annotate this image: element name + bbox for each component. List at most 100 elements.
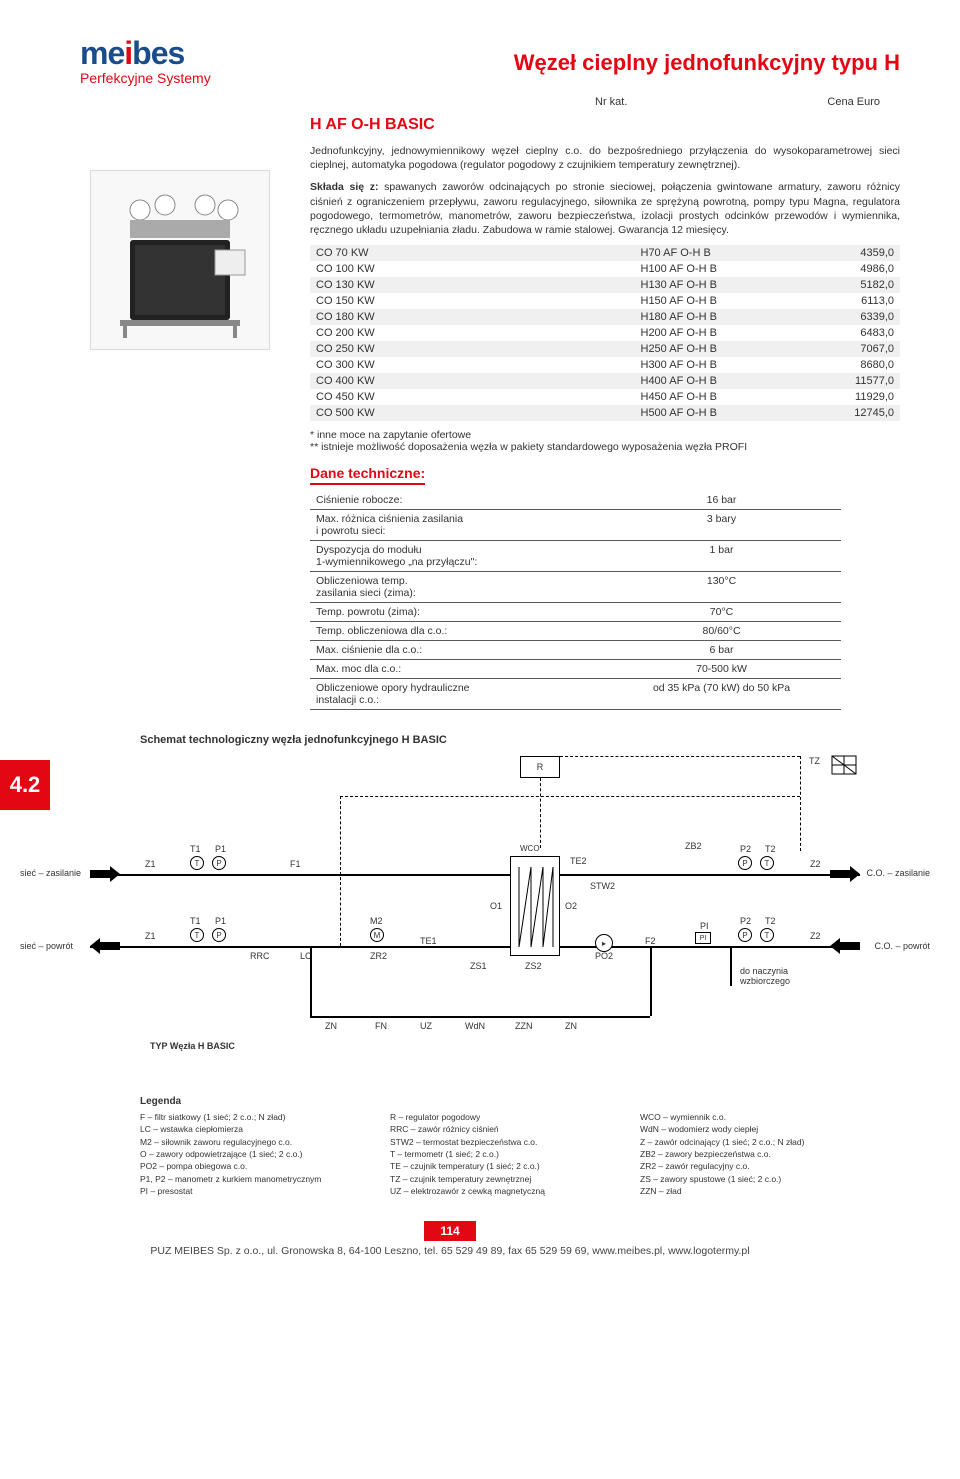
lbl-ZS1: ZS1: [470, 961, 487, 971]
price-val: 11577,0: [812, 373, 901, 389]
price-code: H300 AF O-H B: [635, 357, 812, 373]
lbl-co-powrot: C.O. – powrót: [874, 941, 930, 951]
lbl-FN: FN: [375, 1021, 387, 1031]
tech-key: Ciśnienie robocze:: [310, 491, 602, 510]
lbl-O1: O1: [490, 901, 502, 911]
sym-T2: T: [190, 928, 204, 942]
tech-key: Max. moc dla c.o.:: [310, 660, 602, 679]
price-code: H70 AF O-H B: [635, 245, 812, 261]
lbl-P2b: P2: [740, 916, 751, 926]
legend-line: STW2 – termostat bezpieczeństwa c.o.: [390, 1136, 610, 1148]
lbl-RRC: RRC: [250, 951, 270, 961]
lbl-Z1a: Z1: [145, 859, 156, 869]
lbl-P2a: P2: [740, 844, 751, 854]
tech-val: 70-500 kW: [602, 660, 841, 679]
table-row: Obliczeniowa temp. zasilania sieci (zima…: [310, 572, 841, 603]
legend-col-1: F – filtr siatkowy (1 sieć; 2 c.o.; N zł…: [140, 1111, 360, 1197]
sym-T: T: [190, 856, 204, 870]
sch-R: R: [520, 756, 560, 778]
product-image: [90, 170, 270, 350]
lbl-ZNa: ZN: [325, 1021, 337, 1031]
tech-val: od 35 kPa (70 kW) do 50 kPa: [602, 679, 841, 710]
legend-line: Z – zawór odcinający (1 sieć; 2 c.o.; N …: [640, 1136, 860, 1148]
lbl-P1a: P1: [215, 844, 226, 854]
tech-val: 3 bary: [602, 510, 841, 541]
price-val: 4986,0: [812, 261, 901, 277]
table-row: CO 500 KWH500 AF O-H B12745,0: [310, 405, 900, 421]
tech-key: Max. ciśnienie dla c.o.:: [310, 641, 602, 660]
tech-title: Dane techniczne:: [310, 465, 425, 485]
lbl-naczynia: do naczynia wzbiorczego: [740, 966, 790, 986]
table-row: Dyspozycja do modułu 1-wymiennikowego „n…: [310, 541, 841, 572]
lbl-T2a: T2: [765, 844, 776, 854]
sym-P2: P: [212, 928, 226, 942]
lbl-M2: M2: [370, 916, 383, 926]
table-row: CO 130 KWH130 AF O-H B5182,0: [310, 277, 900, 293]
price-val: 8680,0: [812, 357, 901, 373]
tech-val: 1 bar: [602, 541, 841, 572]
price-name: CO 250 KW: [310, 341, 635, 357]
legend-col-3: WCO – wymiennik c.o.WdN – wodomierz wody…: [640, 1111, 860, 1197]
price-val: 6113,0: [812, 293, 901, 309]
table-row: CO 70 KWH70 AF O-H B4359,0: [310, 245, 900, 261]
lbl-TE2: TE2: [570, 856, 587, 866]
lbl-Z2b: Z2: [810, 931, 821, 941]
price-val: 7067,0: [812, 341, 901, 357]
legend-line: UZ – elektrozawór z cewką magnetyczną: [390, 1185, 610, 1197]
price-code: H450 AF O-H B: [635, 389, 812, 405]
legend-line: TE – czujnik temperatury (1 sieć; 2 c.o.…: [390, 1160, 610, 1172]
brand-logo: meibes Perfekcyjne Systemy: [80, 35, 211, 86]
price-name: CO 300 KW: [310, 357, 635, 373]
price-table: CO 70 KWH70 AF O-H B4359,0CO 100 KWH100 …: [310, 245, 900, 421]
lbl-STW2: STW2: [590, 881, 615, 891]
lbl-PI: PI: [700, 921, 709, 931]
section-title: H AF O-H BASIC: [310, 116, 900, 134]
intro-paragraph-2: Składa się z: spawanych zaworów odcinają…: [310, 180, 900, 237]
price-val: 6483,0: [812, 325, 901, 341]
legend: Legenda F – filtr siatkowy (1 sieć; 2 c.…: [140, 1096, 860, 1197]
legend-line: PI – presostat: [140, 1185, 360, 1197]
sym-Pr2: P: [738, 928, 752, 942]
table-row: CO 450 KWH450 AF O-H B11929,0: [310, 389, 900, 405]
legend-line: ZR2 – zawór regulacyjny c.o.: [640, 1160, 860, 1172]
lbl-ZNb: ZN: [565, 1021, 577, 1031]
price-name: CO 450 KW: [310, 389, 635, 405]
lbl-PO2: PO2: [595, 951, 613, 961]
lbl-T1b: T1: [190, 916, 201, 926]
table-row: Temp. powrotu (zima):70°C: [310, 603, 841, 622]
table-row: CO 250 KWH250 AF O-H B7067,0: [310, 341, 900, 357]
tech-val: 130°C: [602, 572, 841, 603]
legend-line: RRC – zawór różnicy ciśnień: [390, 1123, 610, 1135]
legend-line: M2 – siłownik zaworu regulacyjnego c.o.: [140, 1136, 360, 1148]
lbl-typ: TYP Węzła H BASIC: [150, 1041, 235, 1051]
table-row: Temp. obliczeniowa dla c.o.:80/60°C: [310, 622, 841, 641]
page-number: 114: [424, 1221, 475, 1241]
lbl-O2: O2: [565, 901, 577, 911]
lbl-WdN: WdN: [465, 1021, 485, 1031]
lbl-Z1b: Z1: [145, 931, 156, 941]
sch-TZ: TZ: [809, 756, 820, 766]
lbl-Z2a: Z2: [810, 859, 821, 869]
tech-key: Obliczeniowe opory hydrauliczne instalac…: [310, 679, 602, 710]
table-row: CO 400 KWH400 AF O-H B11577,0: [310, 373, 900, 389]
price-name: CO 400 KW: [310, 373, 635, 389]
lbl-T1a: T1: [190, 844, 201, 854]
tech-key: Dyspozycja do modułu 1-wymiennikowego „n…: [310, 541, 602, 572]
schema-title: Schemat technologiczny węzła jednofunkcy…: [140, 734, 900, 746]
table-row: CO 180 KWH180 AF O-H B6339,0: [310, 309, 900, 325]
table-row: Obliczeniowe opory hydrauliczne instalac…: [310, 679, 841, 710]
price-val: 11929,0: [812, 389, 901, 405]
legend-col-2: R – regulator pogodowyRRC – zawór różnic…: [390, 1111, 610, 1197]
price-name: CO 500 KW: [310, 405, 635, 421]
price-code: H130 AF O-H B: [635, 277, 812, 293]
price-name: CO 200 KW: [310, 325, 635, 341]
sym-Pr: P: [738, 856, 752, 870]
price-name: CO 70 KW: [310, 245, 635, 261]
price-code: H180 AF O-H B: [635, 309, 812, 325]
legend-title: Legenda: [140, 1096, 860, 1107]
price-code: H150 AF O-H B: [635, 293, 812, 309]
lbl-ZZN: ZZN: [515, 1021, 533, 1031]
lbl-siec-zasilanie: sieć – zasilanie: [20, 868, 81, 878]
legend-line: R – regulator pogodowy: [390, 1111, 610, 1123]
sym-Tr2: T: [760, 928, 774, 942]
